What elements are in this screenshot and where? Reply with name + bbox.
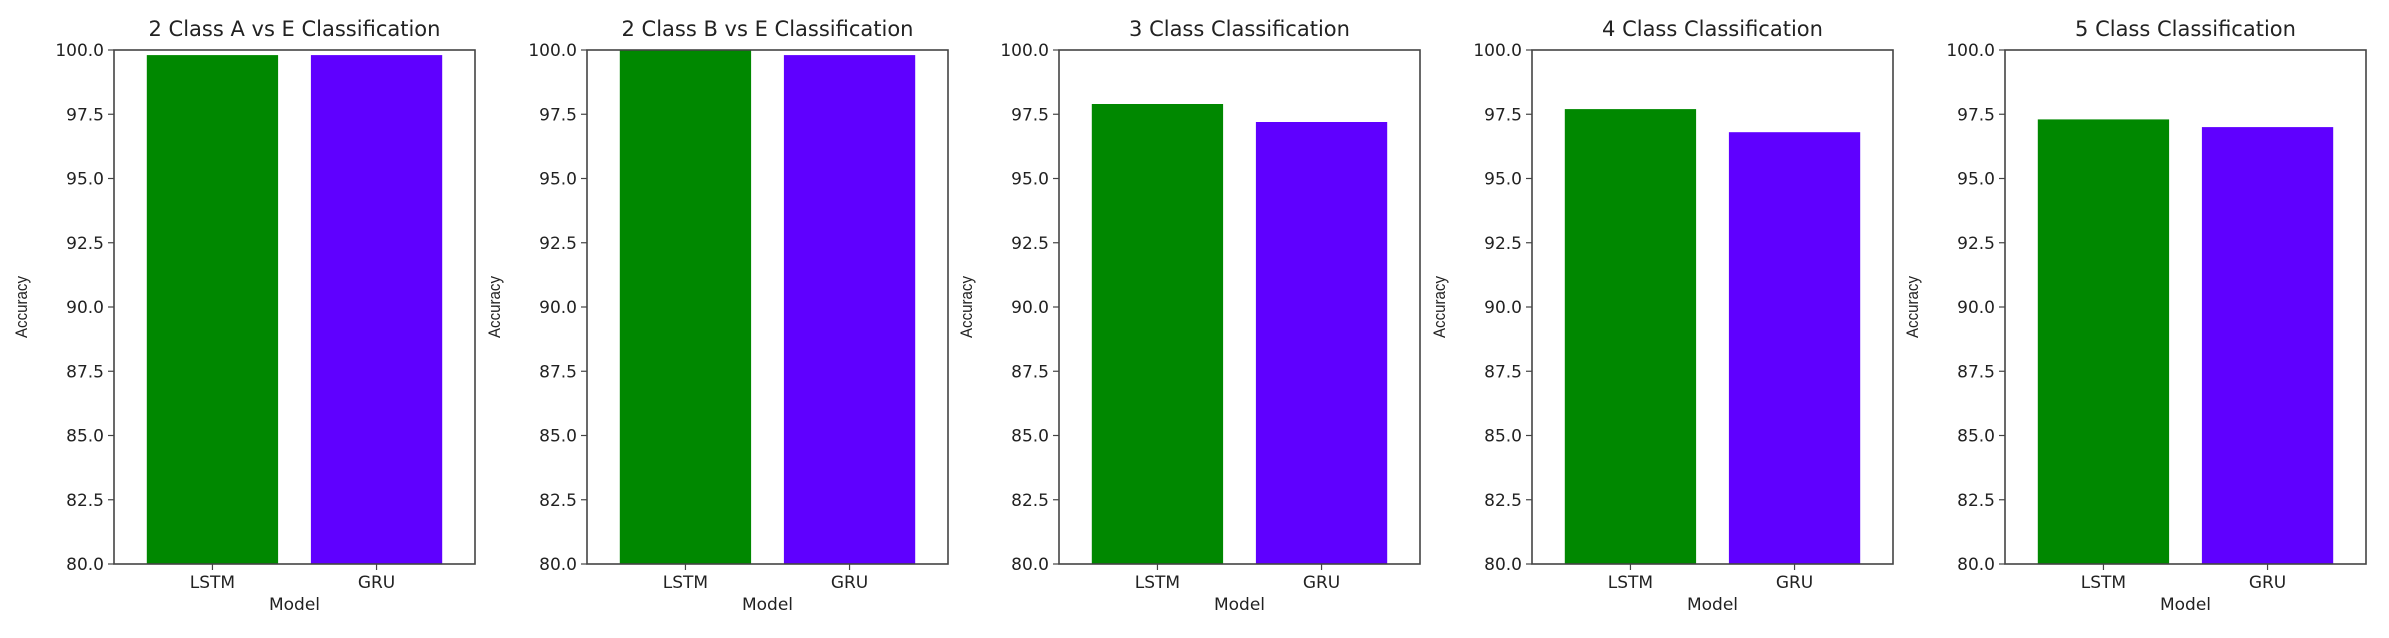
axes-frame [113, 49, 476, 565]
y-tick-label: 90.0 [1484, 298, 1522, 318]
x-tick-label: GRU [1776, 573, 1813, 593]
y-tick-label: 82.5 [1484, 491, 1522, 511]
subplot-4: LSTM GRU 80.0 82.5 85.0 87.5 90.0 92.5 95.0 97.5 1… [1430, 17, 1894, 615]
y-tick-label: 82.5 [539, 491, 577, 511]
x-tick-label: LSTM [1608, 573, 1653, 593]
x-tick-label: GRU [831, 573, 868, 593]
bar-lstm [1091, 104, 1224, 564]
y-tick-label: 85.0 [539, 427, 577, 447]
bar-gru [1728, 132, 1861, 564]
y-tick-label: 95.0 [1957, 170, 1995, 190]
subplot-1: LSTM GRU 80.0 82.5 85.0 87.5 90.0 92.5 95.0 97.5 1… [12, 17, 476, 615]
y-tick-label: 82.5 [1957, 491, 1995, 511]
y-tick-label: 90.0 [66, 298, 104, 318]
y-tick-label: 92.5 [539, 234, 577, 254]
y-axis-label: Accuracy [12, 276, 31, 338]
y-tick-label: 87.5 [66, 362, 104, 382]
bar-lstm [2037, 119, 2170, 565]
chart-title: 3 Class Classification [1129, 17, 1350, 41]
y-tick-label: 97.5 [1957, 105, 1995, 125]
x-axis-label: Model [1214, 595, 1265, 615]
bar-gru [1255, 122, 1388, 564]
y-tick-label: 87.5 [539, 362, 577, 382]
y-tick-label: 87.5 [1011, 362, 1049, 382]
chart-title: 2 Class B vs E Classification [622, 17, 914, 41]
bar-lstm [146, 55, 279, 564]
bar-lstm [1564, 109, 1697, 564]
y-tick-label: 100.0 [528, 41, 577, 61]
bar-gru [783, 55, 916, 564]
subplot-2: LSTM GRU 80.0 82.5 85.0 87.5 90.0 92.5 95.0 97.5 1… [485, 17, 949, 615]
x-axis-label: Model [1687, 595, 1738, 615]
y-tick-label: 100.0 [1946, 41, 1995, 61]
y-tick-label: 92.5 [66, 234, 104, 254]
x-tick-label: LSTM [190, 573, 235, 593]
y-tick-label: 90.0 [1957, 298, 1995, 318]
y-tick-label: 100.0 [55, 41, 104, 61]
y-tick-label: 92.5 [1957, 234, 1995, 254]
y-tick-label: 85.0 [1011, 427, 1049, 447]
y-tick-label: 95.0 [539, 170, 577, 190]
x-tick-label: GRU [358, 573, 395, 593]
y-axis-label: Accuracy [485, 276, 504, 338]
y-tick-label: 85.0 [66, 427, 104, 447]
y-axis-label: Accuracy [957, 276, 976, 338]
bar-gru [2201, 127, 2334, 564]
y-tick-label: 87.5 [1957, 362, 1995, 382]
chart-title: 5 Class Classification [2075, 17, 2296, 41]
y-tick-label: 92.5 [1484, 234, 1522, 254]
x-tick-label: LSTM [663, 573, 708, 593]
y-tick-label: 80.0 [66, 555, 104, 575]
x-axis-label: Model [2160, 595, 2211, 615]
x-tick-label: GRU [2249, 573, 2286, 593]
y-tick-label: 100.0 [1000, 41, 1049, 61]
y-tick-label: 80.0 [1484, 555, 1522, 575]
y-tick-label: 87.5 [1484, 362, 1522, 382]
y-tick-label: 85.0 [1484, 427, 1522, 447]
y-tick-label: 95.0 [1484, 170, 1522, 190]
y-tick-label: 82.5 [1011, 491, 1049, 511]
y-tick-label: 97.5 [539, 105, 577, 125]
y-tick-label: 80.0 [1957, 555, 1995, 575]
y-tick-label: 97.5 [1484, 105, 1522, 125]
subplot-3: LSTM GRU 80.0 82.5 85.0 87.5 90.0 92.5 95.0 97.5 1… [957, 17, 1421, 615]
chart-title: 2 Class A vs E Classification [149, 17, 441, 41]
x-tick-label: LSTM [1135, 573, 1180, 593]
y-tick-label: 90.0 [1011, 298, 1049, 318]
axes-frame [1531, 49, 1894, 565]
x-axis-label: Model [269, 595, 320, 615]
subplot-5: LSTM GRU 80.0 82.5 85.0 87.5 90.0 92.5 95.0 97.5 1… [1903, 17, 2367, 615]
y-tick-label: 85.0 [1957, 427, 1995, 447]
y-tick-label: 95.0 [66, 170, 104, 190]
bar-lstm [619, 50, 752, 564]
y-tick-label: 82.5 [66, 491, 104, 511]
y-tick-label: 97.5 [1011, 105, 1049, 125]
y-tick-label: 90.0 [539, 298, 577, 318]
axes-frame [2004, 49, 2367, 565]
y-tick-label: 80.0 [1011, 555, 1049, 575]
x-tick-label: LSTM [2081, 573, 2126, 593]
y-tick-label: 97.5 [66, 105, 104, 125]
y-axis-label: Accuracy [1430, 276, 1449, 338]
bar-gru [310, 55, 443, 564]
x-axis-label: Model [742, 595, 793, 615]
x-tick-label: GRU [1303, 573, 1340, 593]
axes-frame [586, 49, 949, 565]
y-tick-label: 100.0 [1473, 41, 1522, 61]
chart-title: 4 Class Classification [1602, 17, 1823, 41]
axes-frame [1058, 49, 1421, 565]
y-tick-label: 95.0 [1011, 170, 1049, 190]
y-tick-label: 80.0 [539, 555, 577, 575]
y-tick-label: 92.5 [1011, 234, 1049, 254]
y-axis-label: Accuracy [1903, 276, 1922, 338]
